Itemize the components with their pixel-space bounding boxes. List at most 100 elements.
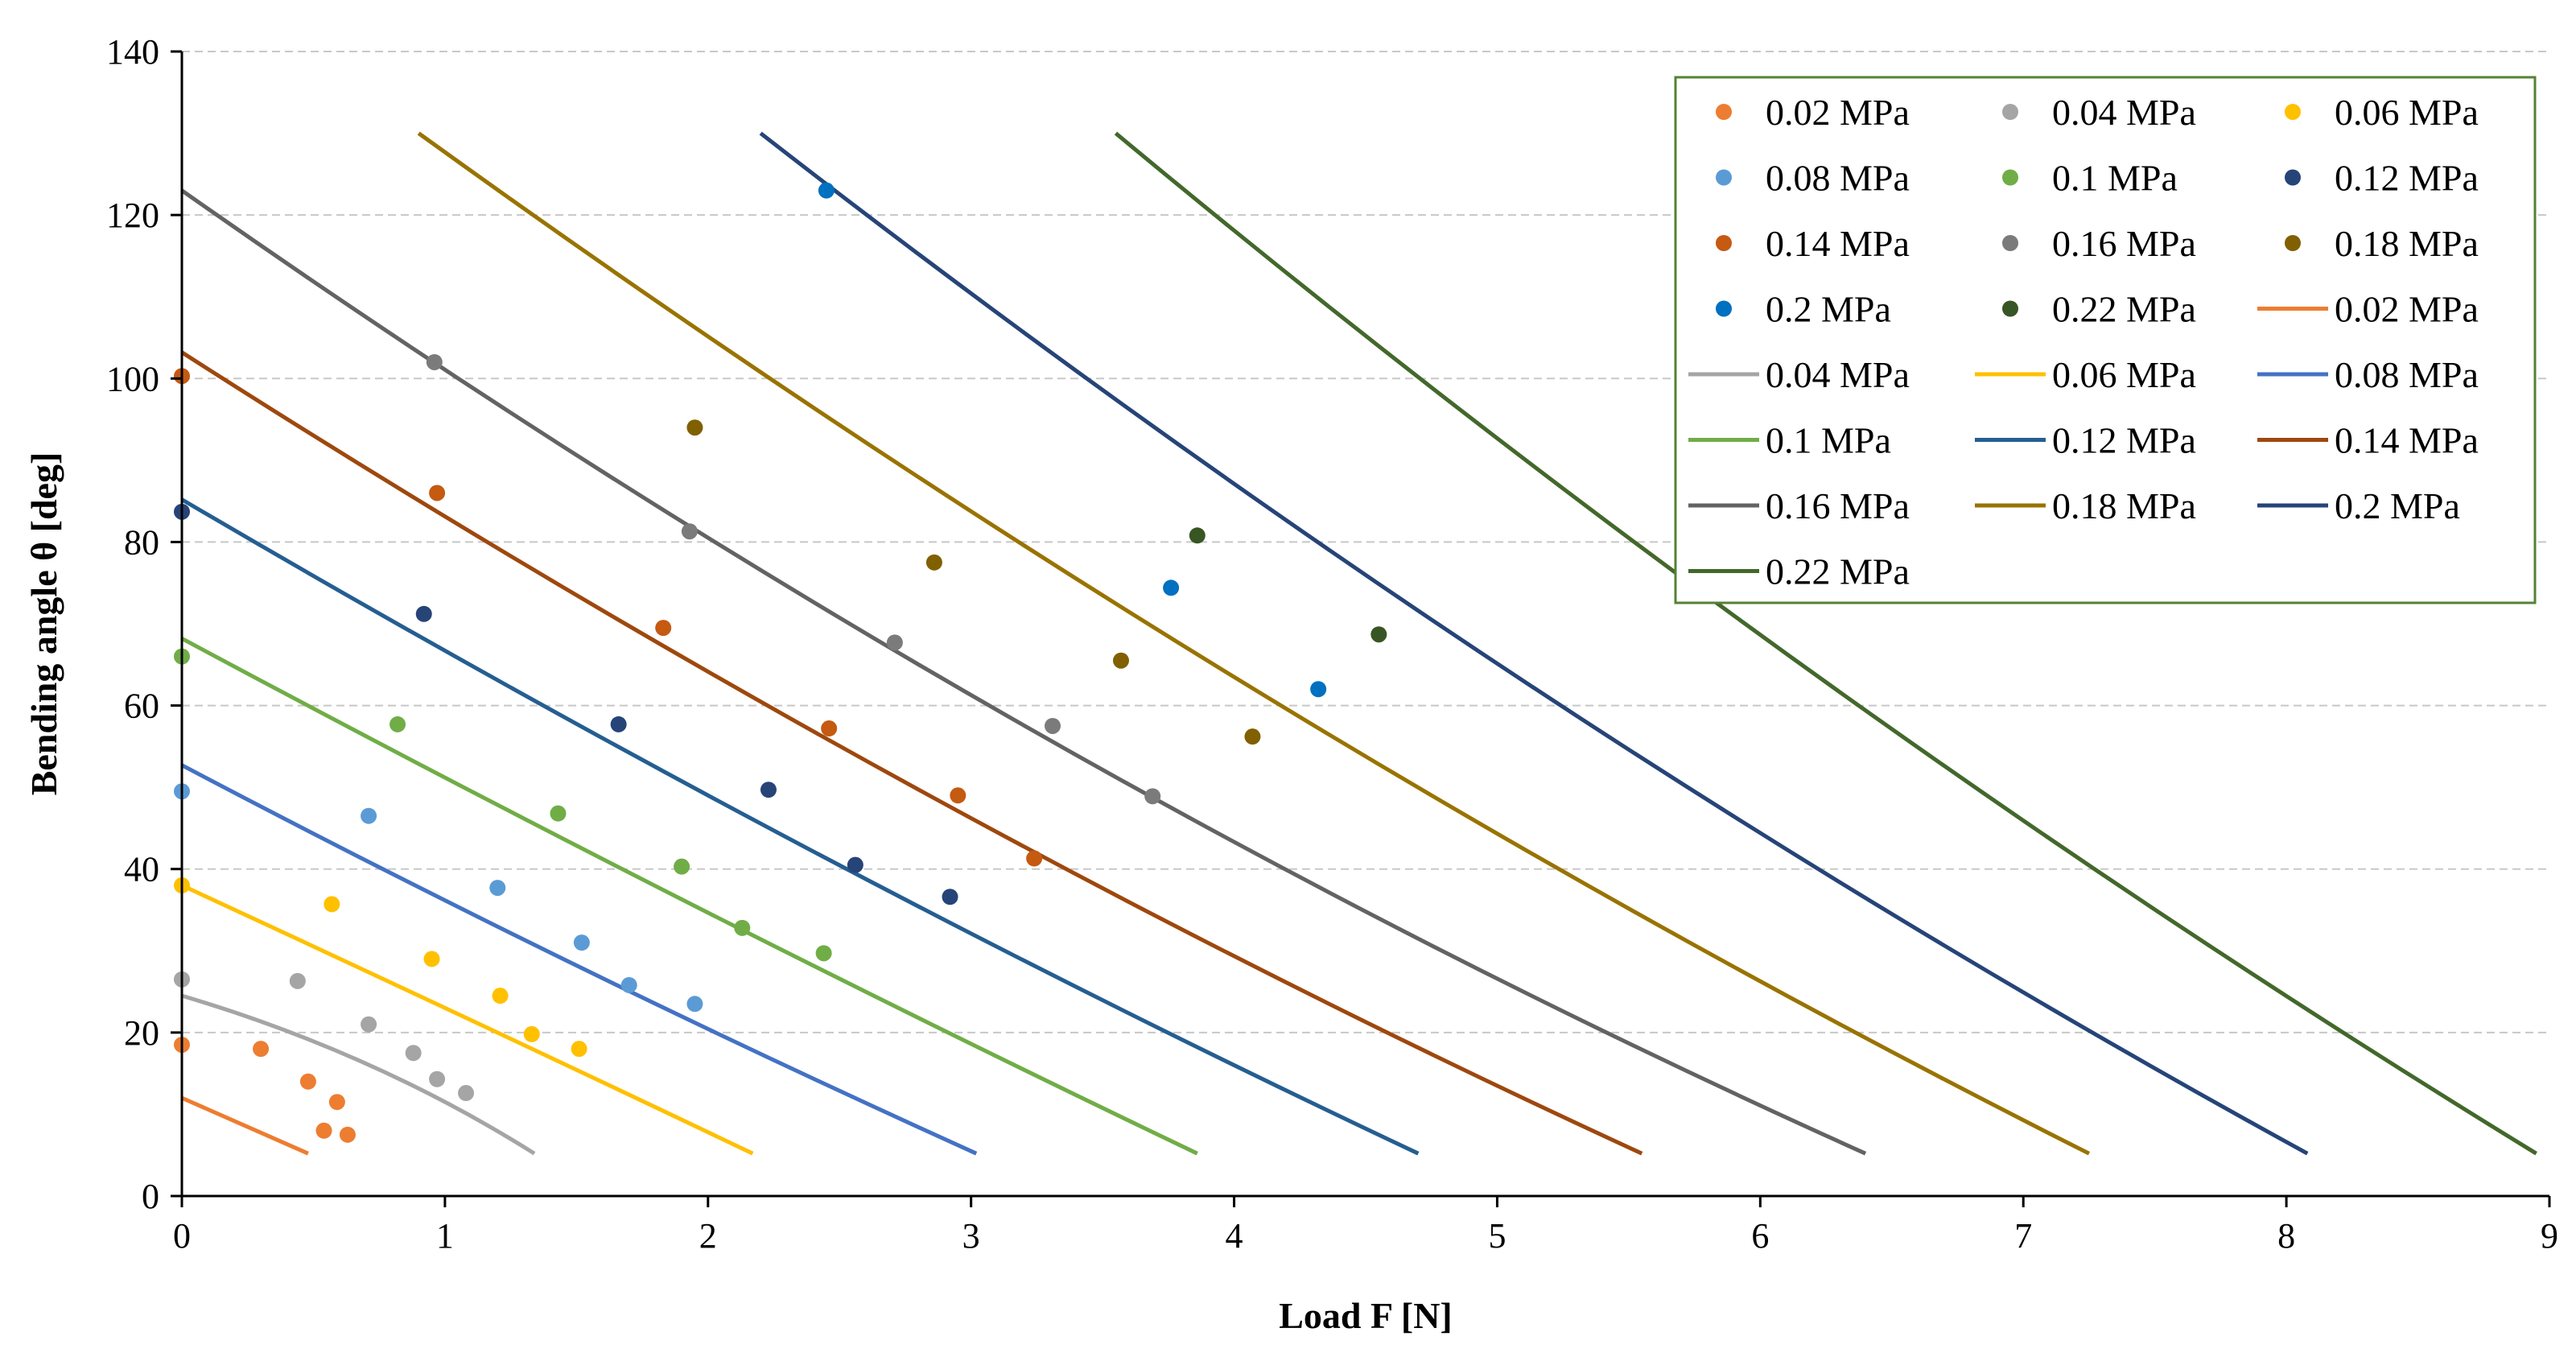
model-curve-0_02-MPa xyxy=(180,1095,309,1156)
data-point-0_12-MPa xyxy=(847,856,863,873)
x-tick-label: 9 xyxy=(2541,1216,2558,1256)
data-point-0_12-MPa xyxy=(415,605,432,622)
x-tick-label: 6 xyxy=(1751,1216,1769,1256)
x-tick-label: 3 xyxy=(962,1216,980,1256)
data-point-0_14-MPa xyxy=(655,620,672,637)
legend-label: 0.04 MPa xyxy=(1766,354,1910,395)
legend-label: 0.16 MPa xyxy=(2052,223,2196,264)
model-curve-0_06-MPa xyxy=(180,883,754,1156)
data-point-0_08-MPa xyxy=(573,934,590,951)
data-point-0_2-MPa xyxy=(1163,580,1180,596)
data-point-0_08-MPa xyxy=(361,807,377,824)
data-point-0_22-MPa xyxy=(1370,626,1387,643)
legend-marker xyxy=(2002,104,2018,120)
y-tick-label: 20 xyxy=(124,1013,159,1053)
x-tick-label: 1 xyxy=(436,1216,454,1256)
data-point-0_2-MPa xyxy=(1310,681,1327,698)
data-point-0_14-MPa xyxy=(429,485,446,501)
data-point-0_02-MPa xyxy=(328,1094,345,1111)
legend-label: 0.08 MPa xyxy=(1766,158,1910,199)
legend-marker xyxy=(2002,300,2018,317)
legend-label: 0.18 MPa xyxy=(2335,223,2479,264)
data-point-0_14-MPa xyxy=(1026,850,1043,867)
x-tick-label: 8 xyxy=(2277,1216,2295,1256)
model-curve-0_12-MPa xyxy=(180,497,1420,1156)
model-curve-0_1-MPa xyxy=(180,637,1198,1156)
data-point-0_06-MPa xyxy=(571,1041,587,1058)
legend-label: 0.06 MPa xyxy=(2052,354,2196,395)
data-point-0_1-MPa xyxy=(389,716,406,732)
legend-marker xyxy=(2285,169,2301,186)
data-point-0_04-MPa xyxy=(429,1070,446,1087)
legend-marker xyxy=(1716,104,1732,120)
legend-label: 0.22 MPa xyxy=(2052,289,2196,330)
data-point-0_06-MPa xyxy=(423,951,440,967)
y-tick-label: 120 xyxy=(106,196,159,235)
legend-marker xyxy=(1716,235,1732,251)
data-point-0_16-MPa xyxy=(426,353,443,370)
data-point-0_18-MPa xyxy=(686,419,703,436)
data-point-0_08-MPa xyxy=(489,880,506,897)
measured-points xyxy=(174,182,1387,1143)
data-point-0_06-MPa xyxy=(324,896,340,913)
legend-label: 0.02 MPa xyxy=(2335,289,2479,330)
data-point-0_02-MPa xyxy=(299,1073,316,1090)
data-point-0_02-MPa xyxy=(315,1122,332,1139)
x-tick-label: 2 xyxy=(699,1216,717,1256)
data-point-0_04-MPa xyxy=(405,1045,422,1062)
data-point-0_08-MPa xyxy=(686,996,703,1013)
model-curve-0_18-MPa xyxy=(417,131,2091,1156)
legend-label: 0.06 MPa xyxy=(2335,92,2479,133)
legend-label: 0.16 MPa xyxy=(1766,485,1910,526)
data-point-0_16-MPa xyxy=(1144,788,1161,805)
data-point-0_14-MPa xyxy=(950,787,967,804)
legend-label: 0.08 MPa xyxy=(2335,354,2479,395)
legend-label: 0.1 MPa xyxy=(1766,420,1891,461)
data-point-0_12-MPa xyxy=(942,889,958,905)
data-point-0_1-MPa xyxy=(734,919,751,936)
data-point-0_04-MPa xyxy=(361,1016,377,1033)
data-point-0_1-MPa xyxy=(550,805,567,822)
x-axis-title: Load F [N] xyxy=(1279,1295,1453,1336)
legend-marker xyxy=(2285,104,2301,120)
data-point-0_12-MPa xyxy=(760,782,777,798)
legend-label: 0.04 MPa xyxy=(2052,92,2196,133)
data-point-0_18-MPa xyxy=(1112,652,1129,669)
tick-labels: 0 1 2 3 4 5 6 7 8 9 0 20 40 60 80 100 120 140 xyxy=(106,32,2558,1256)
data-point-0_06-MPa xyxy=(492,988,509,1004)
data-point-0_16-MPa xyxy=(1045,717,1061,734)
model-curve-0_04-MPa xyxy=(181,993,536,1156)
legend-label: 0.12 MPa xyxy=(2052,420,2196,461)
data-point-0_16-MPa xyxy=(886,634,903,651)
y-tick-label: 0 xyxy=(142,1177,159,1216)
legend-label: 0.2 MPa xyxy=(1766,289,1891,330)
x-tick-label: 7 xyxy=(2014,1216,2032,1256)
data-point-0_12-MPa xyxy=(610,716,627,732)
data-point-0_14-MPa xyxy=(821,720,838,737)
data-point-0_02-MPa xyxy=(253,1041,270,1058)
legend-marker xyxy=(1716,169,1732,186)
y-tick-label: 80 xyxy=(124,522,159,562)
data-point-0_02-MPa xyxy=(339,1126,356,1143)
legend-label: 0.18 MPa xyxy=(2052,485,2196,526)
legend: 0.02 MPa 0.04 MPa 0.06 MPa 0.08 MPa 0.1 MPa 0… xyxy=(1674,76,2537,604)
legend-label: 0.14 MPa xyxy=(1766,223,1910,264)
data-point-0_04-MPa xyxy=(289,972,306,989)
legend-marker xyxy=(2002,169,2018,186)
y-axis-title: Bending angle θ [deg] xyxy=(23,452,64,796)
y-tick-label: 100 xyxy=(106,359,159,398)
legend-marker xyxy=(2285,235,2301,251)
data-point-0_08-MPa xyxy=(620,976,637,993)
y-tick-label: 140 xyxy=(106,32,159,72)
legend-box xyxy=(1674,76,2537,604)
model-curve-0_22-MPa xyxy=(1114,131,2537,1156)
legend-label: 0.22 MPa xyxy=(1766,551,1910,592)
legend-label: 0.12 MPa xyxy=(2335,158,2479,199)
data-point-0_1-MPa xyxy=(815,945,832,962)
x-tick-label: 0 xyxy=(173,1216,191,1256)
data-point-0_2-MPa xyxy=(818,182,835,199)
legend-label: 0.1 MPa xyxy=(2052,158,2178,199)
axes xyxy=(171,50,2551,1207)
model-curve-0_14-MPa xyxy=(180,350,1643,1156)
